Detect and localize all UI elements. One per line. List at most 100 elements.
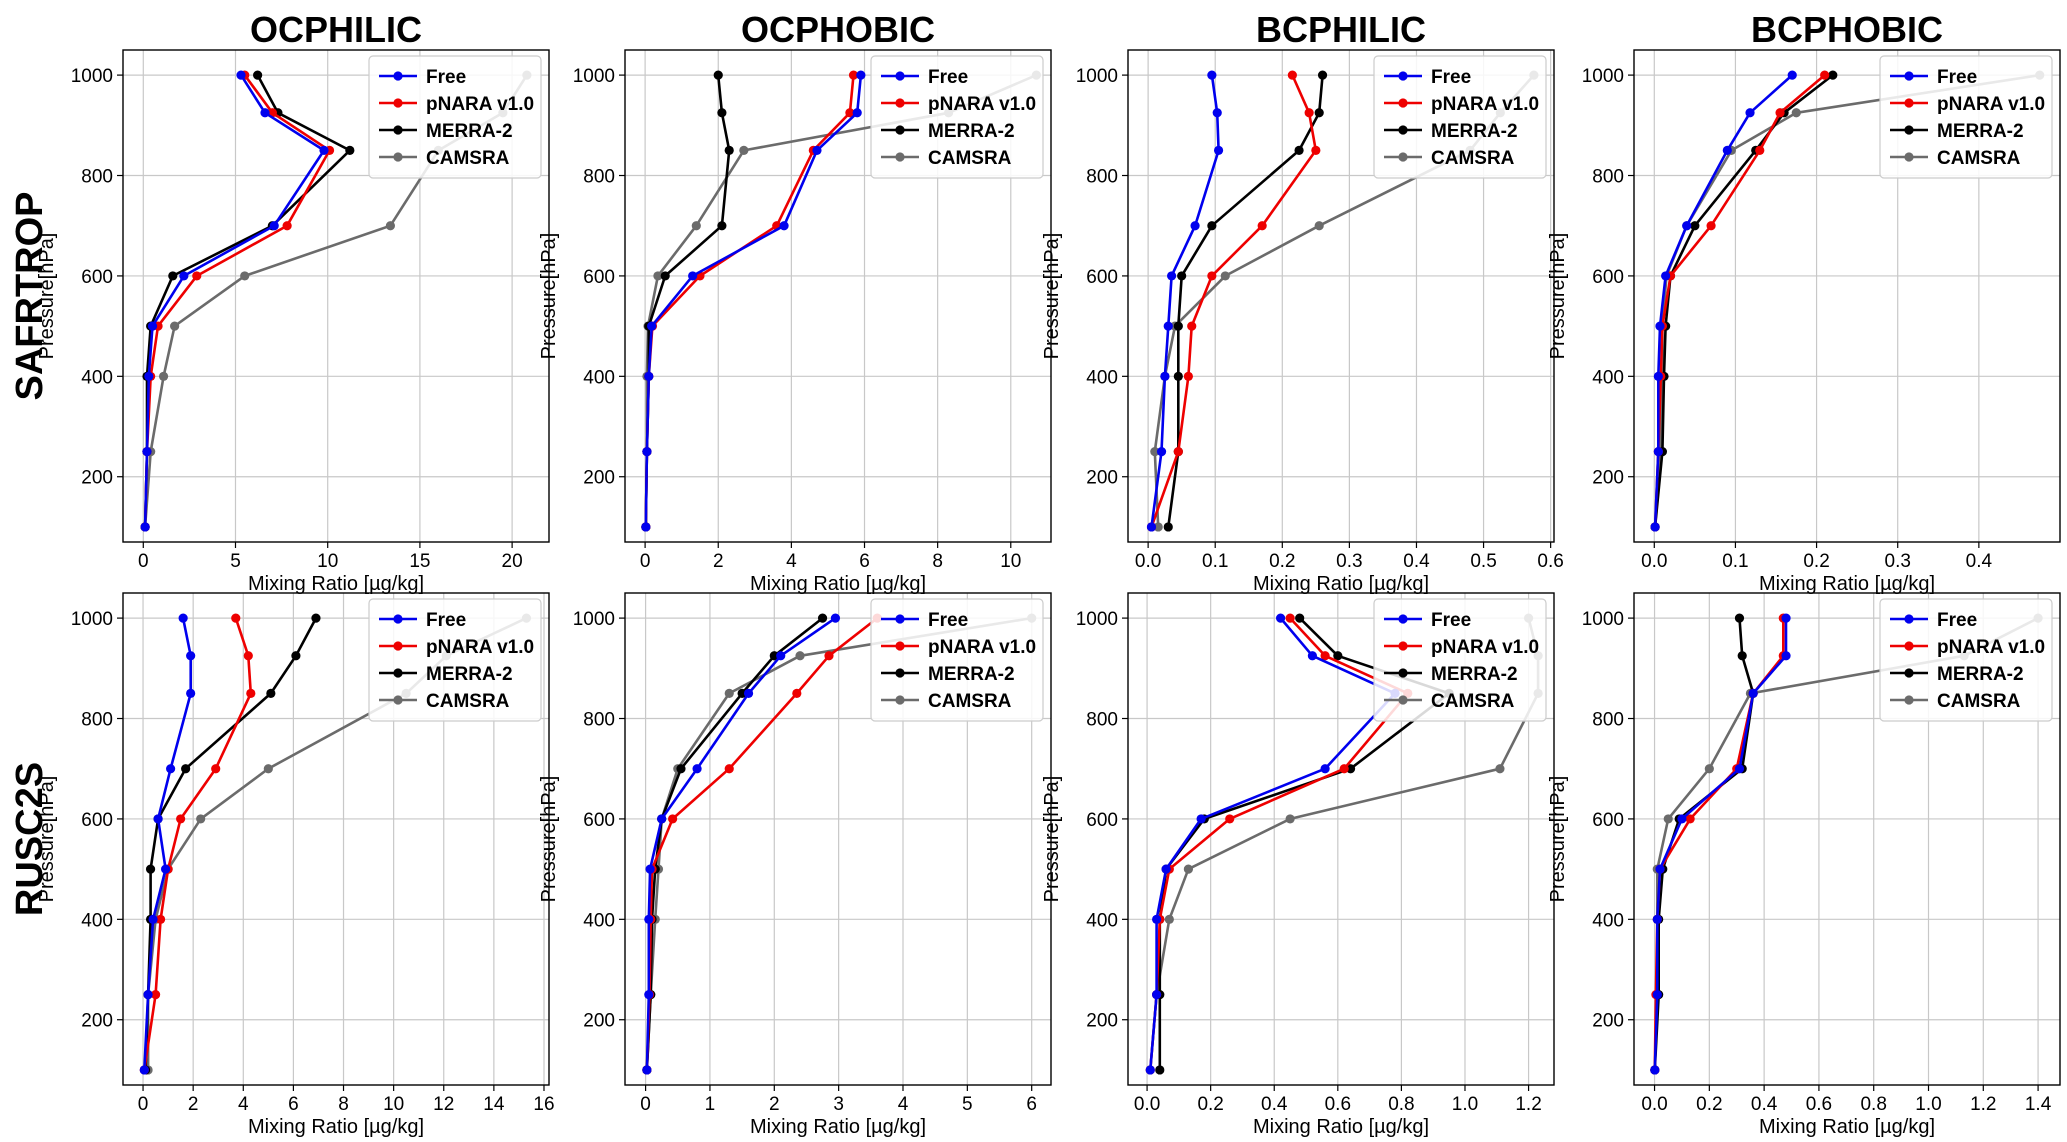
legend-marker-pnara-v1-0 (1904, 641, 1914, 651)
y-tick-label: 600 (1086, 810, 1118, 831)
data-point-free (812, 145, 822, 156)
y-tick-label: 800 (1592, 710, 1624, 731)
data-point-merra-2 (181, 764, 191, 774)
x-tick-label: 0.2 (1197, 1094, 1223, 1115)
legend-label-free: Free (928, 610, 968, 631)
legend-marker-merra-2 (1398, 125, 1408, 135)
data-point-merra-2 (1177, 271, 1187, 281)
panel-1-1: 0 1 2 3 4 5 6 200 400 600 800 1000 Mixing Ratio [µg/… (538, 592, 1052, 1138)
panel-1-2: 0.0 0.2 0.4 0.6 0.8 1.0 1.2 200 400 600 800 1000 Mix… (1041, 592, 1555, 1138)
legend-box (1373, 55, 1547, 179)
legend-marker-free (1904, 71, 1914, 81)
data-point-pnara-v1-0 (792, 688, 802, 699)
y-tick-label: 1000 (71, 609, 113, 630)
x-tick-label: 6 (288, 1094, 299, 1115)
x-tick-label: 1.4 (2025, 1094, 2052, 1115)
x-axis-label: Mixing Ratio [µg/kg] (1253, 1116, 1429, 1138)
y-tick-label: 200 (583, 468, 615, 489)
data-point-merra-2 (1737, 651, 1747, 661)
data-point-merra-2 (1828, 70, 1838, 80)
data-point-merra-2 (769, 651, 779, 661)
legend-label-pnara-v1-0: pNARA v1.0 (928, 94, 1036, 115)
legend-label-camsra: CAMSRA (928, 148, 1012, 169)
data-point-merra-2 (1155, 1065, 1165, 1075)
x-tick-label: 8 (338, 1094, 349, 1115)
data-point-free (260, 108, 270, 118)
series-line-merra-2 (144, 617, 318, 1070)
legend-box (870, 55, 1044, 179)
data-point-free (166, 764, 176, 774)
data-point-pnara-v1-0 (1304, 108, 1314, 118)
y-axis-label: Pressure[hPa] (36, 233, 58, 360)
y-tick-label: 800 (1592, 167, 1624, 188)
data-point-camsra (724, 688, 734, 699)
x-tick-label: 4 (898, 1094, 909, 1115)
data-point-pnara-v1-0 (1339, 764, 1349, 774)
legend-label-pnara-v1-0: pNARA v1.0 (426, 94, 534, 115)
data-point-camsra (385, 221, 396, 231)
legend-label-merra-2: MERRA-2 (426, 664, 513, 685)
legend-marker-pnara-v1-0 (1904, 98, 1914, 108)
legend-marker-merra-2 (1904, 125, 1914, 135)
data-point-free (1212, 108, 1222, 118)
axes-frame (624, 592, 1052, 1086)
data-point-merra-2 (1314, 108, 1324, 118)
panel-0-1: 0 2 4 6 8 10 200 400 600 800 1000 Mixing Ratio [µg/… (538, 49, 1052, 595)
data-point-free (1655, 321, 1665, 331)
x-tick-label: 0.4 (1966, 551, 1993, 572)
legend-box (870, 598, 1044, 722)
legend-label-pnara-v1-0: pNARA v1.0 (426, 637, 534, 658)
legend-marker-free (1398, 71, 1408, 81)
x-tick-label: 0.0 (1641, 551, 1667, 572)
x-tick-label: 0.6 (1325, 1094, 1351, 1115)
series-line-pnara-v1-0 (143, 617, 253, 1071)
legend-label-free: Free (1431, 67, 1471, 88)
y-tick-label: 600 (1592, 267, 1624, 288)
data-point-pnara-v1-0 (824, 651, 834, 661)
data-point-free (1652, 914, 1662, 924)
column-title-ocphilic: OCPHILIC (250, 9, 422, 50)
y-tick-label: 400 (583, 367, 615, 388)
data-point-pnara-v1-0 (1311, 145, 1321, 156)
series-line-pnara-v1-0 (1150, 74, 1318, 528)
data-point-free (143, 990, 153, 1000)
data-point-free (178, 613, 188, 623)
data-point-camsra (1220, 271, 1230, 281)
column-title-bcphilic: BCPHILIC (1256, 9, 1426, 50)
legend-marker-free (393, 614, 403, 624)
y-tick-label: 1000 (1582, 66, 1624, 87)
x-tick-label: 0.2 (1696, 1094, 1722, 1115)
legend-marker-free (895, 71, 905, 81)
data-point-merra-2 (1294, 145, 1304, 156)
data-point-merra-2 (1173, 371, 1183, 381)
data-point-camsra (1663, 814, 1673, 824)
data-point-merra-2 (660, 271, 670, 281)
data-point-merra-2 (724, 145, 734, 156)
legend-marker-camsra (895, 695, 905, 705)
x-tick-label: 0 (138, 551, 149, 572)
y-tick-label: 200 (1086, 1011, 1118, 1032)
x-axis-label: Mixing Ratio [µg/kg] (1759, 1116, 1935, 1138)
x-tick-label: 1.2 (1515, 1094, 1541, 1115)
data-point-free (830, 613, 841, 623)
y-tick-label: 800 (81, 710, 113, 731)
data-point-merra-2 (253, 70, 263, 80)
y-axis-label: Pressure[hPa] (36, 776, 58, 903)
y-tick-label: 200 (81, 1011, 113, 1032)
legend-marker-merra-2 (895, 668, 905, 678)
data-point-pnara-v1-0 (724, 764, 734, 774)
data-point-free (186, 651, 196, 661)
legend-marker-merra-2 (1904, 668, 1914, 678)
axes-frame (1633, 592, 2061, 1086)
x-tick-label: 14 (483, 1094, 505, 1115)
data-point-free (1320, 764, 1330, 774)
data-point-pnara-v1-0 (150, 990, 161, 1000)
legend-marker-merra-2 (393, 668, 403, 678)
data-point-free (1652, 990, 1662, 1000)
data-point-free (1152, 990, 1162, 1000)
data-point-pnara-v1-0 (1775, 108, 1785, 118)
data-point-merra-2 (713, 70, 723, 80)
x-tick-label: 10 (1000, 551, 1021, 572)
data-point-camsra (739, 145, 749, 156)
x-tick-label: 0 (640, 1094, 651, 1115)
